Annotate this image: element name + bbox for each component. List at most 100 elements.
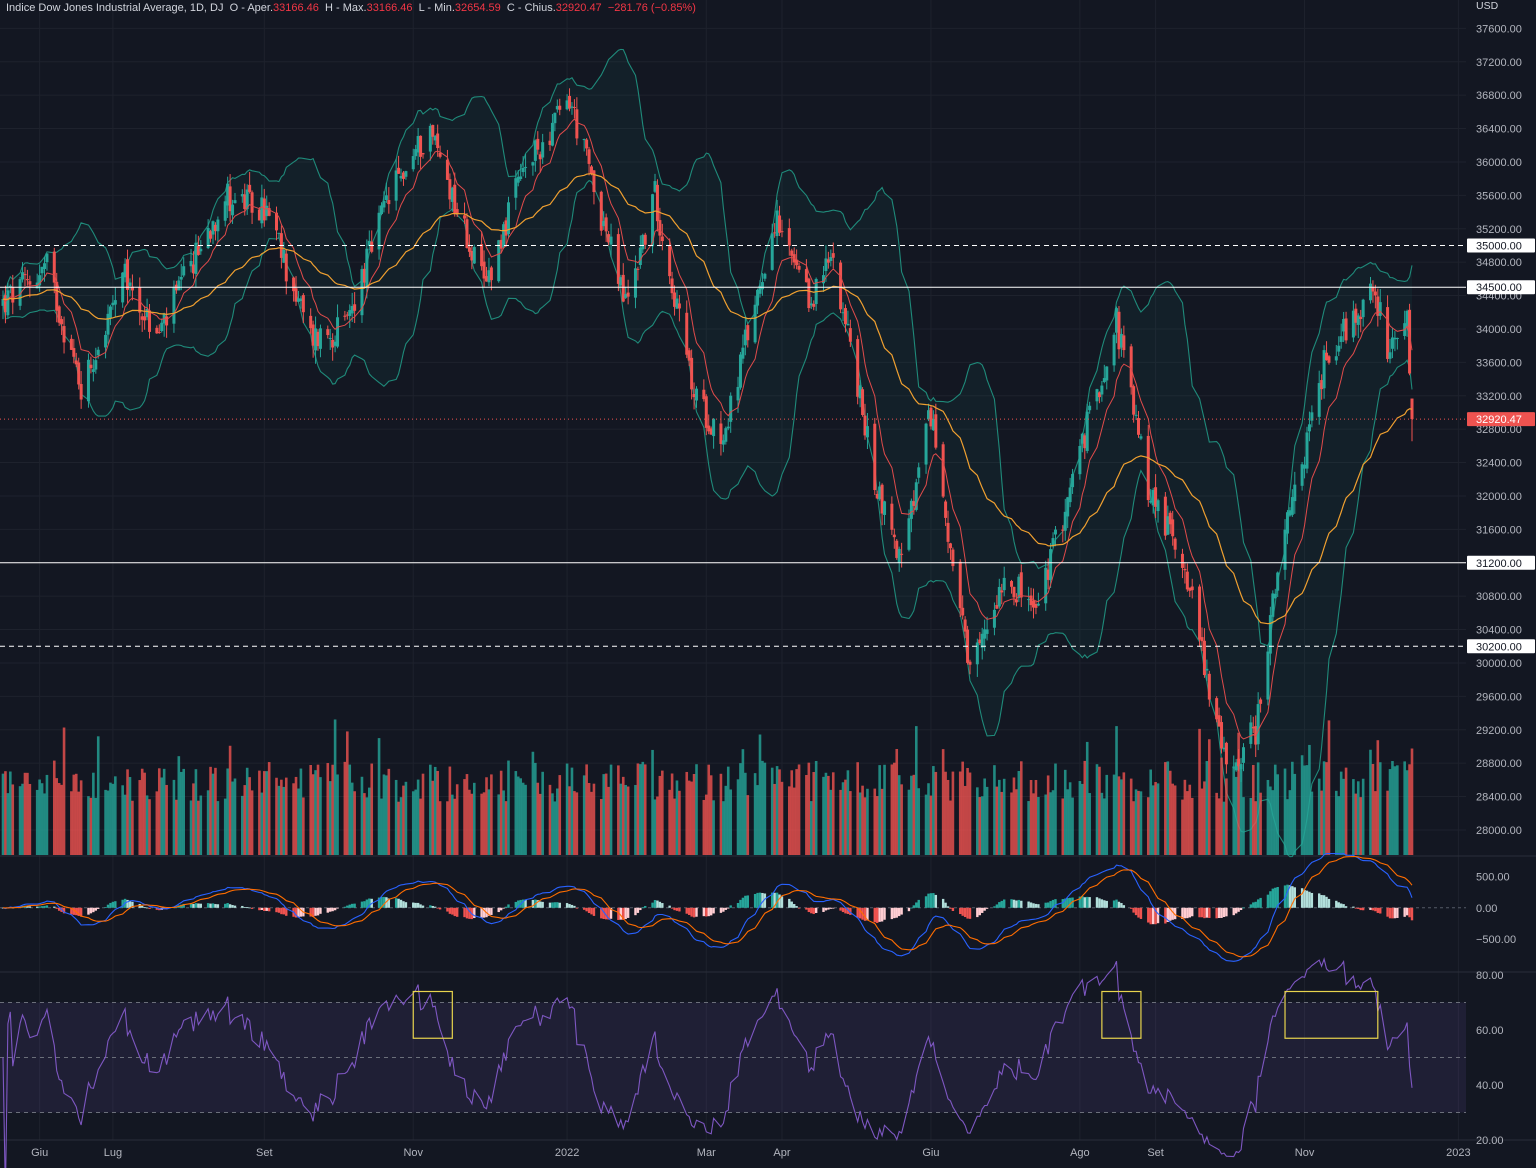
- candle: [394, 158, 398, 211]
- macd-histogram-bar: [1379, 907, 1382, 914]
- macd-histogram-bar: [1046, 902, 1050, 908]
- candle: [1271, 590, 1275, 624]
- volume-bar: [1352, 779, 1355, 855]
- macd-histogram-bar: [878, 907, 881, 922]
- candle: [211, 220, 215, 244]
- candle: [907, 509, 911, 552]
- volume-bar: [619, 783, 623, 855]
- candle: [1154, 474, 1158, 519]
- candle: [472, 244, 476, 265]
- volume-bar: [365, 797, 369, 855]
- macd-histogram-bar: [241, 905, 244, 908]
- volume-bar: [521, 782, 525, 855]
- volume-bar: [55, 778, 59, 855]
- candle: [414, 144, 418, 160]
- candle-body: [130, 286, 134, 291]
- candle: [336, 304, 340, 349]
- volume-bar: [558, 775, 562, 855]
- candle-body: [260, 197, 264, 224]
- candle-body: [123, 263, 127, 278]
- macd-histogram-bar: [121, 899, 124, 908]
- volume-bar: [23, 772, 27, 855]
- candle: [199, 240, 203, 255]
- macd-histogram-bar: [1318, 893, 1321, 908]
- candle-body: [43, 263, 47, 269]
- volume-bar: [177, 756, 181, 855]
- volume-bar: [827, 775, 830, 855]
- candle-body: [675, 298, 679, 309]
- volume-bar: [299, 768, 303, 855]
- candle: [177, 276, 181, 291]
- candle: [875, 490, 879, 500]
- candle-body: [787, 228, 791, 246]
- candle-body: [74, 360, 78, 365]
- macd-histogram-bar: [97, 907, 100, 909]
- volume-bar: [226, 768, 229, 855]
- macd-histogram-bar: [1122, 905, 1126, 908]
- candle-body: [1322, 350, 1326, 389]
- time-tick-label: 2022: [555, 1147, 579, 1159]
- candle: [145, 298, 149, 321]
- volume-bar: [126, 769, 129, 855]
- macd-histogram-bar: [368, 898, 371, 908]
- macd-histogram-bar: [1342, 904, 1345, 908]
- candle: [113, 287, 117, 318]
- volume-bar: [814, 760, 818, 855]
- volume-bar: [1310, 791, 1314, 855]
- macd-histogram-bar: [736, 902, 740, 908]
- macd-histogram-bar: [536, 900, 539, 908]
- macd-histogram-bar: [434, 906, 437, 908]
- candle-body: [1119, 333, 1123, 348]
- volume-bar: [651, 749, 654, 855]
- macd-pane: 500.000.00−500.00: [0, 852, 1516, 962]
- volume-bar: [866, 788, 869, 855]
- candle-body: [861, 389, 865, 416]
- candle-body: [992, 609, 996, 628]
- macd-histogram-bar: [1391, 907, 1394, 919]
- macd-histogram-bar: [846, 907, 850, 914]
- volume-bar: [621, 776, 625, 855]
- macd-histogram-bar: [1086, 896, 1089, 908]
- macd-histogram-bar: [907, 907, 911, 912]
- candle-body: [353, 304, 357, 311]
- macd-histogram-bar: [761, 892, 764, 908]
- candle-body: [3, 295, 7, 313]
- volume-bar: [1017, 770, 1021, 855]
- candle-body: [1163, 496, 1167, 536]
- candle-body: [770, 233, 774, 270]
- volume-bar: [1339, 771, 1343, 855]
- bollinger-bands: [2, 48, 1413, 858]
- macd-histogram-bar: [1388, 907, 1392, 919]
- candle: [401, 171, 405, 186]
- macd-histogram-bar: [1217, 907, 1221, 918]
- candle-body: [331, 339, 335, 348]
- volume-bar: [812, 772, 816, 855]
- volume-bar: [873, 788, 877, 855]
- candle: [489, 265, 493, 291]
- volume-bar: [1027, 801, 1030, 855]
- candle: [384, 182, 388, 203]
- macd-histogram-bar: [1344, 906, 1348, 908]
- candle-body: [455, 209, 459, 215]
- candle-body: [1327, 356, 1331, 363]
- candle-body: [536, 138, 540, 150]
- candle: [1249, 715, 1253, 749]
- candle: [548, 131, 552, 151]
- volume-bar: [1181, 799, 1184, 855]
- candle-body: [643, 234, 647, 245]
- volume-bar: [265, 771, 269, 855]
- volume-bar: [175, 799, 178, 855]
- macd-histogram-bar: [1164, 907, 1167, 924]
- candle-body: [944, 501, 948, 518]
- macd-histogram-bar: [62, 907, 66, 914]
- candle-body: [209, 231, 213, 239]
- volume-bar: [1276, 774, 1279, 855]
- macd-histogram-bar: [216, 904, 220, 908]
- candle: [585, 138, 589, 156]
- macd-histogram-bar: [917, 899, 920, 908]
- candle: [804, 259, 808, 283]
- macd-histogram-bar: [961, 907, 964, 916]
- volume-bar: [1303, 765, 1306, 855]
- volume-bar: [1200, 788, 1204, 855]
